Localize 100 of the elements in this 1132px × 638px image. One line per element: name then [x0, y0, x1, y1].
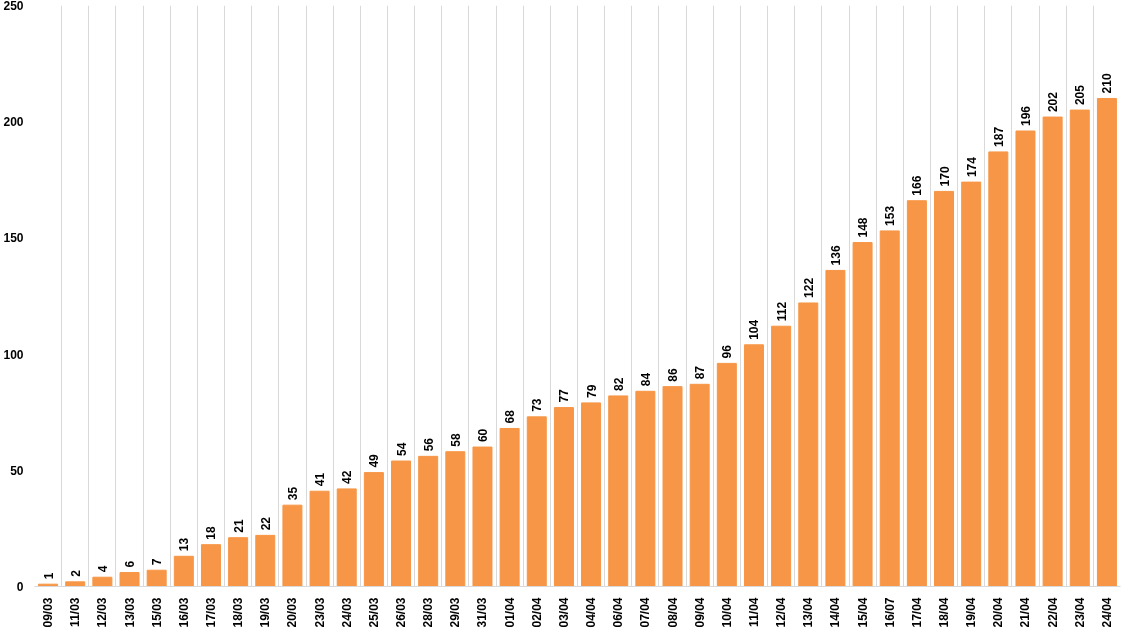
bar	[1015, 130, 1036, 587]
data-label: 54	[394, 442, 409, 456]
bar	[1069, 109, 1090, 587]
data-label: 187	[991, 126, 1006, 147]
bar	[391, 460, 412, 587]
data-label: 22	[258, 516, 273, 531]
bar	[689, 383, 710, 587]
x-tick-label: 20/03	[285, 597, 300, 628]
x-tick-label: 02/04	[529, 597, 544, 628]
x-tick-label: 29/03	[448, 597, 463, 628]
x-tick-label: 04/04	[584, 597, 599, 628]
bar	[852, 242, 873, 587]
x-tick-label: 07/04	[638, 597, 653, 628]
x-tick-label: 19/03	[258, 597, 273, 628]
x-tick-label: 31/03	[475, 597, 490, 628]
data-label: 148	[856, 217, 871, 238]
bar	[771, 325, 792, 587]
x-tick-label: 16/07	[882, 597, 897, 628]
y-tick-label: 250	[3, 0, 24, 13]
x-tick-label: 11/03	[68, 597, 83, 627]
x-tick-label: 13/04	[801, 597, 816, 628]
data-label: 210	[1100, 73, 1115, 94]
x-tick-label: 06/04	[611, 597, 626, 628]
bar	[553, 407, 574, 587]
bar	[662, 386, 683, 587]
bar	[988, 151, 1009, 587]
data-label: 153	[883, 205, 898, 226]
bar	[119, 572, 140, 587]
x-tick-label: 18/04	[937, 597, 952, 628]
x-tick-label: 17/04	[909, 597, 924, 628]
bar	[961, 181, 982, 587]
bar	[65, 581, 86, 587]
data-label: 13	[177, 537, 192, 552]
bar	[716, 362, 737, 587]
data-label: 7	[150, 558, 165, 566]
bar	[282, 504, 303, 587]
x-tick-label: 09/03	[41, 597, 56, 628]
data-label: 86	[666, 367, 681, 382]
x-tick-label: 23/03	[312, 597, 327, 628]
data-label: 35	[285, 486, 300, 501]
data-label: 2	[68, 569, 83, 577]
x-tick-label: 12/04	[774, 597, 789, 628]
data-label: 82	[611, 377, 626, 391]
data-label: 104	[747, 319, 762, 340]
x-tick-label: 18/03	[231, 597, 246, 628]
data-label: 166	[910, 175, 925, 196]
bar	[798, 302, 819, 587]
data-label: 174	[964, 156, 979, 178]
data-label: 56	[421, 437, 436, 452]
bar	[906, 200, 927, 587]
x-tick-label: 14/04	[828, 597, 843, 628]
data-label: 49	[367, 453, 382, 468]
bar	[879, 230, 900, 587]
data-label: 42	[340, 470, 355, 484]
data-label: 136	[828, 245, 843, 266]
y-tick-label: 50	[10, 463, 24, 478]
x-tick-label: 19/04	[964, 597, 979, 628]
y-tick-label: 200	[3, 115, 24, 130]
data-label: 6	[123, 560, 138, 568]
bar	[743, 344, 764, 587]
y-tick-label: 0	[16, 580, 24, 594]
data-label: 77	[557, 388, 572, 403]
data-label: 96	[720, 344, 735, 359]
data-label: 205	[1073, 84, 1088, 106]
x-tick-label: 03/04	[556, 597, 571, 628]
data-label: 68	[503, 409, 518, 424]
x-tick-label: 28/03	[421, 597, 436, 628]
bar	[309, 490, 330, 587]
y-tick-label: 100	[3, 347, 24, 362]
bar	[608, 395, 629, 587]
y-tick-label: 150	[3, 231, 24, 246]
x-tick-label: 11/04	[746, 597, 761, 627]
x-tick-label: 15/03	[149, 597, 164, 628]
x-tick-label: 25/03	[366, 597, 381, 628]
bar	[635, 390, 656, 587]
x-tick-label: 22/04	[1045, 597, 1060, 628]
bar	[228, 537, 249, 587]
x-tick-label: 13/03	[122, 597, 137, 628]
x-tick-label: 15/04	[855, 597, 870, 628]
bar	[255, 534, 276, 587]
bar	[581, 402, 602, 587]
bar	[200, 544, 221, 587]
bar	[1042, 116, 1063, 587]
bar	[418, 455, 439, 587]
x-tick-label: 24/04	[1099, 597, 1114, 628]
x-tick-label: 26/03	[394, 597, 409, 628]
x-tick-label: 12/03	[95, 597, 110, 628]
data-label: 202	[1046, 91, 1061, 113]
bar	[472, 446, 493, 587]
x-tick-label: 08/04	[665, 597, 680, 628]
data-label: 170	[937, 166, 952, 187]
x-tick-label: 21/04	[1018, 597, 1033, 628]
data-label: 196	[1018, 105, 1033, 126]
data-label: 60	[475, 428, 490, 443]
x-tick-label: 20/04	[991, 597, 1006, 628]
data-label: 1	[41, 572, 56, 580]
x-tick-label: 09/04	[692, 597, 707, 628]
bar	[526, 416, 547, 587]
bar	[499, 427, 520, 587]
bar	[934, 190, 955, 587]
